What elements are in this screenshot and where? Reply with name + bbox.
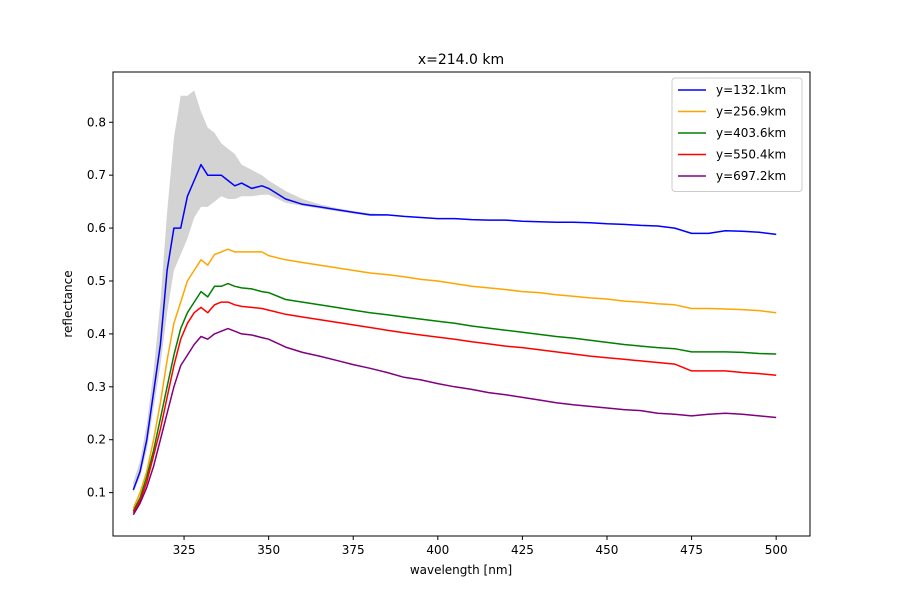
legend-label: y=403.6km bbox=[716, 126, 786, 140]
y-tick-label: 0.7 bbox=[87, 168, 106, 182]
legend-label: y=256.9km bbox=[716, 105, 786, 119]
x-axis-label: wavelength [nm] bbox=[410, 563, 512, 577]
x-tick-label: 400 bbox=[426, 543, 449, 557]
legend-box bbox=[671, 77, 803, 192]
series-line-5 bbox=[132, 327, 777, 516]
legend-label: y=697.2km bbox=[716, 169, 786, 183]
series-line-2 bbox=[132, 248, 777, 509]
y-axis-label: reflectance bbox=[61, 270, 75, 337]
y-tick-label: 0.4 bbox=[87, 327, 106, 341]
x-tick-label: 500 bbox=[765, 543, 788, 557]
x-tick-label: 450 bbox=[596, 543, 619, 557]
chart-title: x=214.0 km bbox=[418, 52, 504, 68]
y-tick-label: 0.6 bbox=[87, 221, 106, 235]
series-layer bbox=[132, 163, 777, 516]
legend: y=132.1km y=256.9km y=403.6km y=550.4km y=69… bbox=[671, 77, 803, 192]
x-tick-label: 325 bbox=[173, 543, 196, 557]
y-tick-label: 0.1 bbox=[87, 486, 106, 500]
y-tick-label: 0.3 bbox=[87, 380, 106, 394]
x-axis-ticks: 325 350 375 400 425 450 475 500 bbox=[173, 536, 788, 557]
y-tick-label: 0.5 bbox=[87, 274, 106, 288]
y-tick-label: 0.8 bbox=[87, 115, 106, 129]
series-line-4 bbox=[132, 301, 777, 514]
x-tick-label: 375 bbox=[342, 543, 365, 557]
x-tick-label: 350 bbox=[257, 543, 280, 557]
series-line-1 bbox=[132, 163, 777, 491]
series-line-3 bbox=[132, 282, 777, 512]
legend-label: y=132.1km bbox=[716, 83, 786, 97]
x-tick-label: 425 bbox=[511, 543, 534, 557]
band-layer bbox=[133, 90, 388, 493]
spread-band bbox=[133, 90, 388, 493]
legend-label: y=550.4km bbox=[716, 148, 786, 162]
y-tick-label: 0.2 bbox=[87, 433, 106, 447]
y-axis-ticks: 0.1 0.2 0.3 0.4 0.5 0.6 0.7 0.8 bbox=[87, 115, 113, 500]
x-tick-label: 475 bbox=[680, 543, 703, 557]
plot-frame bbox=[112, 71, 811, 537]
